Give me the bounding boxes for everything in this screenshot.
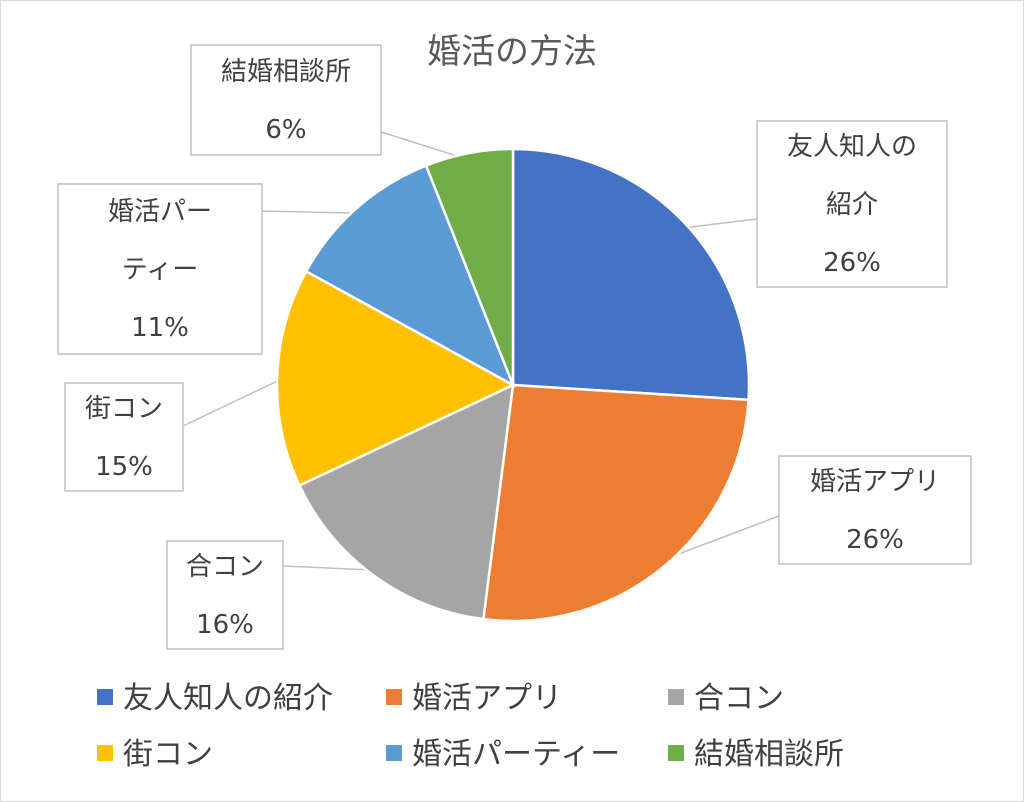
legend-swatch bbox=[386, 689, 402, 705]
legend-item-konkatsu-party: 婚活パーティー bbox=[386, 737, 620, 772]
data-label-konkatsu-party: 婚活パーティー 11% bbox=[57, 183, 263, 355]
data-label-category: 友人知人の bbox=[787, 132, 917, 162]
data-label-value: 6% bbox=[265, 115, 306, 145]
callout-box bbox=[756, 120, 948, 288]
legend-label: 婚活アプリ bbox=[412, 681, 562, 716]
data-label-goukon: 合コン 16% bbox=[166, 540, 284, 650]
leader-line-machikon bbox=[182, 377, 285, 427]
data-label-value: 26% bbox=[846, 525, 904, 555]
legend-item-goukon: 合コン bbox=[668, 681, 784, 716]
data-label-value: 11% bbox=[131, 313, 189, 343]
legend-label: 街コン bbox=[123, 737, 213, 772]
pie-slice-dating-app bbox=[482, 383, 750, 623]
data-label-category: 紹介 bbox=[826, 190, 878, 220]
pie-slices bbox=[275, 147, 751, 623]
leader-line-goukon bbox=[282, 565, 379, 571]
chart-title: 婚活の方法 bbox=[427, 32, 597, 72]
data-label-value: 26% bbox=[823, 248, 881, 278]
leader-line-friend-referral bbox=[679, 218, 758, 230]
data-label-category: 街コン bbox=[85, 394, 163, 424]
data-label-friend-referral: 友人知人の紹介 26% bbox=[756, 120, 948, 288]
pie-slice-marriage-agency bbox=[424, 147, 515, 386]
legend-swatch bbox=[668, 745, 684, 761]
legend-item-machikon: 街コン bbox=[97, 737, 213, 772]
pie-slice-machikon bbox=[275, 269, 516, 488]
pie-slice-goukon bbox=[297, 382, 515, 621]
legend-swatch bbox=[97, 689, 113, 705]
pie-slice-friend-referral bbox=[511, 147, 751, 402]
legend-swatch bbox=[386, 745, 402, 761]
leader-line-konkatsu-party bbox=[261, 210, 362, 215]
callout-box bbox=[166, 540, 284, 650]
data-label-machikon: 街コン 15% bbox=[64, 382, 184, 492]
data-label-category: 婚活パー bbox=[108, 197, 212, 227]
pie-slice-konkatsu-party bbox=[304, 163, 516, 388]
legend-item-dating-app: 婚活アプリ bbox=[386, 681, 562, 716]
callout-box bbox=[190, 44, 382, 156]
legend-item-friend-referral: 友人知人の紹介 bbox=[97, 681, 333, 716]
callout-box bbox=[57, 183, 263, 355]
data-labels: 友人知人の紹介 26% 婚活アプリ 26% 合コン 16% 街コン 15% 婚活パーティー 11%… bbox=[57, 44, 972, 650]
legend-label: 友人知人の紹介 bbox=[123, 681, 333, 716]
data-label-dating-app: 婚活アプリ 26% bbox=[778, 455, 972, 565]
legend-label: 合コン bbox=[694, 681, 784, 716]
data-label-marriage-agency: 結婚相談所 6% bbox=[190, 44, 382, 156]
data-label-value: 15% bbox=[95, 452, 153, 482]
data-label-category: 婚活アプリ bbox=[810, 467, 940, 497]
callout-box bbox=[64, 382, 184, 492]
data-label-category: ティー bbox=[122, 255, 198, 285]
legend-item-marriage-agency: 結婚相談所 bbox=[668, 737, 844, 772]
legend-swatch bbox=[668, 689, 684, 705]
data-label-category: 結婚相談所 bbox=[221, 57, 351, 87]
legend-label: 婚活パーティー bbox=[412, 737, 620, 772]
data-label-value: 16% bbox=[196, 610, 254, 640]
data-label-category: 合コン bbox=[186, 552, 264, 582]
legend-label: 結婚相談所 bbox=[694, 737, 844, 772]
callout-box bbox=[778, 455, 972, 565]
legend-swatch bbox=[97, 745, 113, 761]
